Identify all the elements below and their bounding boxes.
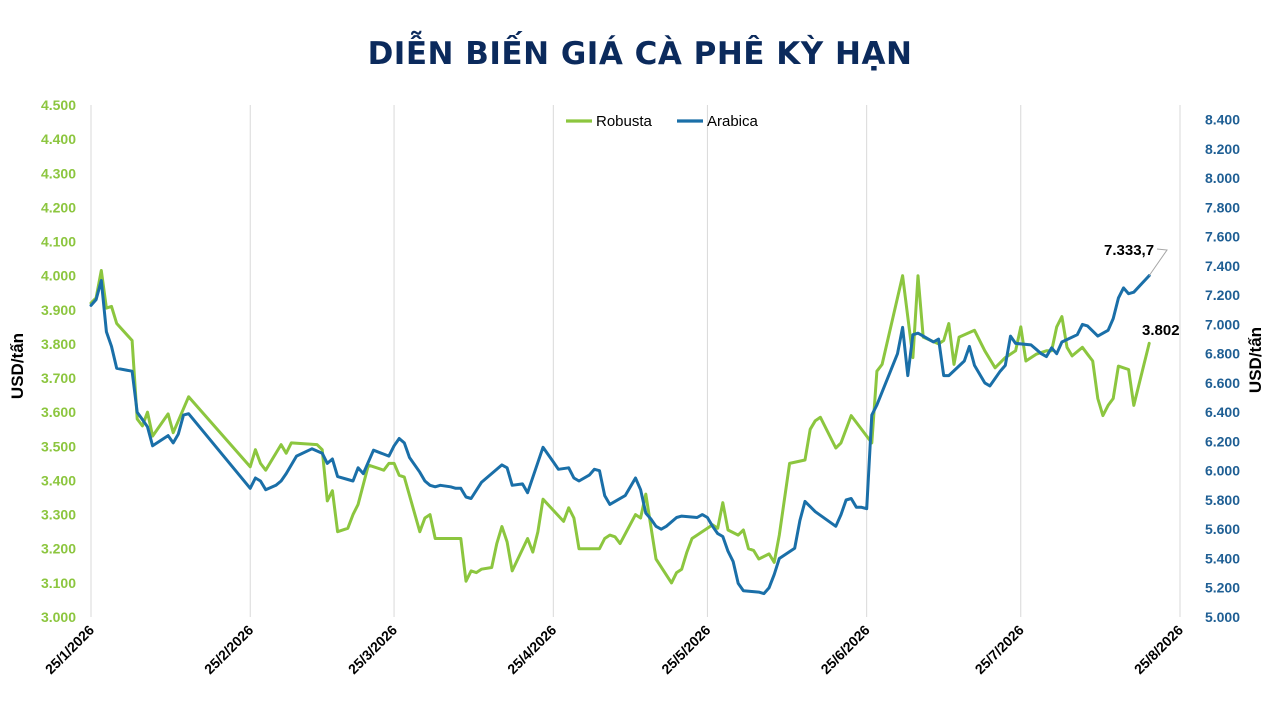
x-tick-label: 25/2/2026 [201, 622, 257, 678]
left-tick-label: 4.400 [41, 131, 76, 147]
left-axis-title: USD/tấn [8, 333, 27, 399]
right-tick-label: 6.200 [1205, 433, 1240, 449]
left-tick-label: 3.200 [41, 541, 76, 557]
legend-label-robusta: Robusta [596, 113, 653, 130]
arabica-last-value-label: 7.333,7 [1104, 242, 1154, 259]
legend: Robusta Arabica [566, 113, 759, 130]
right-tick-label: 6.600 [1205, 375, 1240, 391]
left-tick-label: 4.300 [41, 165, 76, 181]
right-tick-label: 6.000 [1205, 463, 1240, 479]
left-tick-label: 3.500 [41, 438, 76, 454]
left-tick-label: 4.100 [41, 234, 76, 250]
x-axis-ticks: 25/1/2026 25/2/2026 25/3/2026 25/4/2026 25/5… [42, 622, 1187, 678]
left-tick-label: 4.200 [41, 199, 76, 215]
right-tick-label: 5.000 [1205, 609, 1240, 625]
right-axis-ticks: 5.000 5.200 5.400 5.600 5.800 6.000 6.200 6.400… [1205, 112, 1240, 625]
right-tick-label: 8.400 [1205, 112, 1240, 128]
x-tick-label: 25/6/2026 [817, 622, 873, 678]
right-tick-label: 7.600 [1205, 229, 1240, 245]
right-tick-label: 5.400 [1205, 550, 1240, 566]
left-tick-label: 3.400 [41, 472, 76, 488]
left-tick-label: 3.000 [41, 609, 76, 625]
left-tick-label: 4.500 [41, 97, 76, 113]
robusta-last-value-label: 3.802 [1142, 322, 1180, 339]
right-tick-label: 5.600 [1205, 521, 1240, 537]
left-tick-label: 3.600 [41, 404, 76, 420]
grid-lines [90, 105, 1181, 617]
right-tick-label: 7.000 [1205, 316, 1240, 332]
annotation-leader-line [1148, 248, 1168, 276]
left-tick-label: 3.800 [41, 336, 76, 352]
left-axis-ticks: 3.000 3.100 3.200 3.300 3.400 3.500 3.600 3.700… [41, 97, 76, 625]
left-tick-label: 3.100 [41, 575, 76, 591]
left-tick-label: 3.300 [41, 507, 76, 523]
x-tick-label: 25/5/2026 [658, 622, 714, 678]
series-line-robusta [89, 269, 1151, 585]
legend-label-arabica: Arabica [707, 113, 759, 130]
left-tick-label: 4.000 [41, 268, 76, 284]
right-tick-label: 7.400 [1205, 258, 1240, 274]
annotations: 7.333,7 3.802 [1104, 242, 1180, 339]
x-tick-label: 25/1/2026 [42, 622, 98, 678]
left-tick-label: 3.900 [41, 302, 76, 318]
right-tick-label: 6.400 [1205, 404, 1240, 420]
chart-title: DIỄN BIẾN GIÁ CÀ PHÊ KỲ HẠN [367, 36, 913, 72]
right-axis-title: USD/tấn [1246, 327, 1265, 393]
right-tick-label: 8.200 [1205, 141, 1240, 157]
x-tick-label: 25/8/2026 [1131, 622, 1187, 678]
x-tick-label: 25/4/2026 [504, 622, 560, 678]
x-tick-label: 25/7/2026 [972, 622, 1028, 678]
right-tick-label: 5.800 [1205, 492, 1240, 508]
series-lines [89, 269, 1151, 596]
x-tick-label: 25/3/2026 [345, 622, 401, 678]
right-tick-label: 7.200 [1205, 287, 1240, 303]
series-line-arabica [89, 274, 1151, 596]
right-tick-label: 7.800 [1205, 199, 1240, 215]
right-tick-label: 5.200 [1205, 580, 1240, 596]
right-tick-label: 6.800 [1205, 346, 1240, 362]
right-tick-label: 8.000 [1205, 170, 1240, 186]
left-tick-label: 3.700 [41, 370, 76, 386]
